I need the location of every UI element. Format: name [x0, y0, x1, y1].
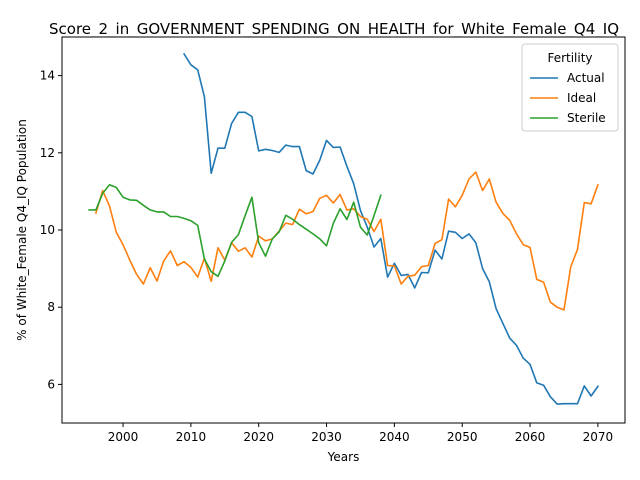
x-tick-label: 2020	[243, 430, 274, 444]
x-tick-label: 2030	[311, 430, 342, 444]
legend: Fertility Actual Ideal Sterile	[521, 43, 619, 132]
y-tick-label: 14	[40, 69, 55, 83]
series-line-actual	[182, 52, 600, 405]
x-tick-label: 2050	[447, 430, 478, 444]
y-axis-ticks: 6 8 10 12 14	[40, 69, 62, 391]
x-tick-label: 2010	[176, 430, 207, 444]
series-line-ideal	[94, 171, 599, 311]
x-tick-label: 2000	[108, 430, 139, 444]
x-axis-label: Years	[327, 450, 360, 464]
x-tick-label: 2070	[583, 430, 614, 444]
legend-entries: Actual Ideal Sterile	[530, 71, 606, 125]
x-tick-label: 2060	[515, 430, 546, 444]
legend-label-ideal: Ideal	[567, 91, 596, 105]
chart-title: Score_2_in_GOVERNMENT_SPENDING_ON_HEALTH…	[49, 20, 619, 39]
legend-title: Fertility	[547, 51, 592, 65]
x-axis-ticks: 2000 2010 2020 2030 2040 2050 2060 2070	[108, 423, 613, 444]
y-tick-label: 10	[40, 223, 55, 237]
legend-label-actual: Actual	[567, 71, 605, 85]
y-tick-label: 8	[47, 300, 55, 314]
y-tick-label: 12	[40, 146, 55, 160]
y-tick-label: 6	[47, 377, 55, 391]
y-axis-label: % of White_Female Q4_IQ Population	[15, 119, 29, 341]
legend-box	[521, 43, 619, 132]
series-layer	[88, 52, 600, 405]
series-line-sterile	[88, 184, 382, 278]
x-tick-label: 2040	[379, 430, 410, 444]
legend-label-sterile: Sterile	[567, 111, 606, 125]
